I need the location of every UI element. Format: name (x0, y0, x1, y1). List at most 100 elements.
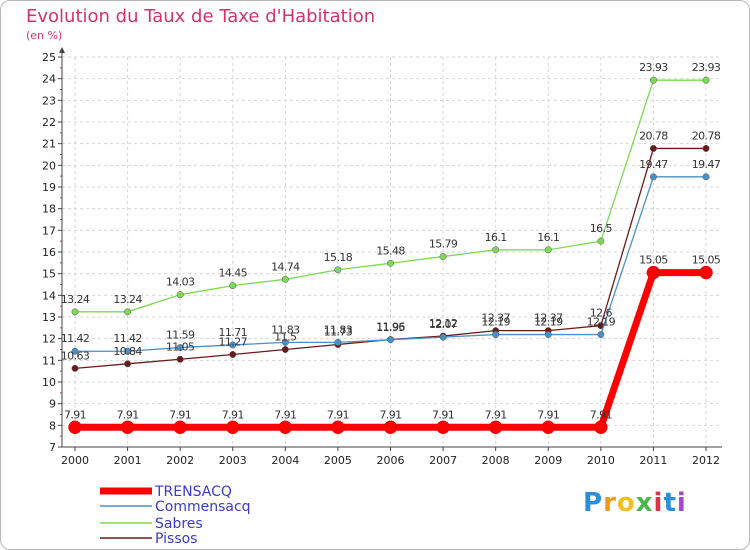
y-tick-label: 24 (42, 73, 56, 86)
data-label: 7.91 (590, 408, 612, 421)
data-point (383, 420, 398, 435)
data-point (702, 173, 710, 181)
data-label: 16.1 (485, 231, 507, 244)
data-label: 7.91 (327, 408, 349, 421)
data-label: 20.78 (639, 129, 668, 142)
data-point (71, 364, 79, 372)
data-label: 15.18 (324, 251, 353, 264)
x-tick-label: 2010 (587, 454, 615, 467)
data-point (702, 144, 710, 152)
data-labels: 7.91 7.91 7.91 7.91 7.91 7.91 7.91 7.91 7.91 7.91… (61, 61, 722, 421)
data-label: 11.83 (271, 323, 300, 336)
logo-letter: t (663, 488, 677, 518)
data-label: 7.91 (64, 408, 86, 421)
data-label: 13.24 (113, 293, 142, 306)
data-point (281, 338, 289, 346)
data-point (544, 331, 552, 338)
x-tick-label: 2002 (166, 454, 194, 467)
data-label: 15.79 (429, 238, 458, 251)
data-point (387, 336, 394, 344)
data-point (124, 308, 132, 316)
data-label: 7.91 (274, 408, 296, 421)
data-point (226, 420, 240, 435)
legend-label: Commensacq (155, 499, 251, 515)
y-tick-label: 16 (42, 246, 56, 259)
data-point (439, 253, 447, 260)
data-point (331, 420, 345, 435)
data-label: 16.1 (537, 231, 559, 244)
data-label: 19.47 (692, 158, 721, 171)
y-tick-label: 22 (42, 116, 56, 129)
data-point (436, 420, 450, 435)
data-label: 12.37 (534, 312, 563, 325)
y-tick-label: 12 (42, 333, 56, 346)
data-point (699, 265, 713, 280)
y-tick-label: 23 (42, 94, 56, 107)
data-label: 12.07 (429, 318, 458, 331)
logo-letter: r (603, 488, 617, 518)
data-point (71, 308, 79, 316)
data-label: 11.5 (274, 331, 297, 344)
data-point (594, 420, 608, 435)
x-tick-label: 2007 (429, 454, 457, 467)
y-axis-arrow (59, 47, 65, 53)
data-point (649, 144, 657, 152)
data-label: 19.47 (639, 158, 668, 171)
y-tick-label: 19 (42, 181, 56, 194)
data-point (173, 420, 187, 435)
data-label: 16.5 (590, 222, 613, 235)
y-tick-label: 15 (42, 268, 56, 281)
data-label: 23.93 (639, 61, 668, 74)
data-label: 10.84 (113, 345, 142, 358)
data-label: 12.19 (587, 316, 616, 329)
data-label: 7.91 (379, 408, 401, 421)
data-point (488, 420, 503, 435)
data-point (176, 344, 184, 351)
data-label: 11.95 (376, 321, 405, 334)
data-label: 7.91 (117, 408, 139, 421)
data-label: 14.74 (271, 260, 300, 273)
x-tick-label: 2005 (324, 454, 352, 467)
data-label: 11.05 (166, 340, 195, 353)
data-point (334, 266, 342, 274)
y-tick-label: 20 (42, 159, 56, 172)
data-label: 11.71 (219, 326, 248, 339)
data-label: 15.05 (639, 254, 668, 267)
x-tick-label: 2003 (219, 454, 247, 467)
x-tick-label: 2012 (692, 454, 720, 467)
data-label: 12.6 (590, 307, 613, 320)
data-label: 11.96 (376, 321, 405, 334)
y-tick-label: 8 (49, 419, 56, 432)
x-tick-label: 2001 (114, 454, 142, 467)
data-label: 13.24 (61, 293, 90, 306)
data-label: 15.05 (692, 254, 721, 267)
data-point (278, 420, 293, 435)
y-tick-label: 17 (42, 224, 56, 237)
logo-letter: o (616, 488, 636, 518)
data-label: 7.91 (169, 408, 191, 421)
y-tick-label: 7 (49, 441, 56, 454)
data-label: 12.12 (429, 317, 458, 330)
data-label: 11.42 (113, 332, 142, 345)
chart-title: Evolution du Taux de Taxe d'Habitation (26, 6, 376, 27)
data-label: 11.27 (219, 335, 248, 348)
y-tick-label: 9 (49, 398, 56, 411)
data-point (68, 420, 82, 435)
data-label: 12.37 (481, 312, 510, 325)
data-point (597, 331, 605, 338)
y-tick-label: 18 (42, 203, 56, 216)
x-tick-label: 2008 (482, 454, 510, 467)
data-point (544, 246, 552, 254)
data-point (120, 420, 135, 435)
x-tick-label: 2004 (271, 454, 299, 467)
data-point (124, 347, 132, 355)
data-point (334, 338, 342, 346)
data-label: 15.48 (376, 244, 405, 257)
data-point (492, 246, 500, 254)
data-point (649, 76, 657, 84)
data-point (71, 347, 79, 355)
x-tick-label: 2009 (534, 454, 562, 467)
